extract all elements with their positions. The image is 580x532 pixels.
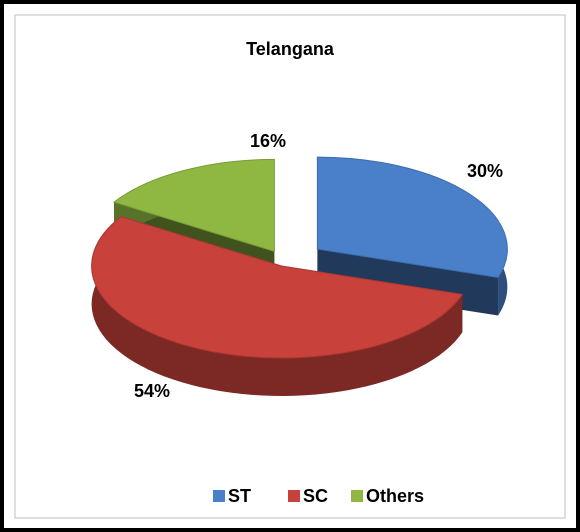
data-label: 54%	[134, 381, 170, 401]
legend-label: Others	[366, 486, 424, 506]
legend-swatch	[213, 490, 225, 502]
data-label: 30%	[467, 161, 503, 181]
pie-tops	[91, 156, 508, 359]
legend-label: SC	[303, 486, 328, 506]
chart-title: Telangana	[246, 39, 335, 59]
plot-frame	[14, 14, 566, 519]
legend-swatch	[288, 490, 300, 502]
legend-swatch	[351, 490, 363, 502]
slice-edge	[91, 216, 463, 396]
legend-label: ST	[228, 486, 251, 506]
data-label: 16%	[250, 131, 286, 151]
pie-slice	[112, 158, 275, 253]
pie-slice	[316, 156, 508, 279]
pie-slice	[91, 216, 464, 359]
